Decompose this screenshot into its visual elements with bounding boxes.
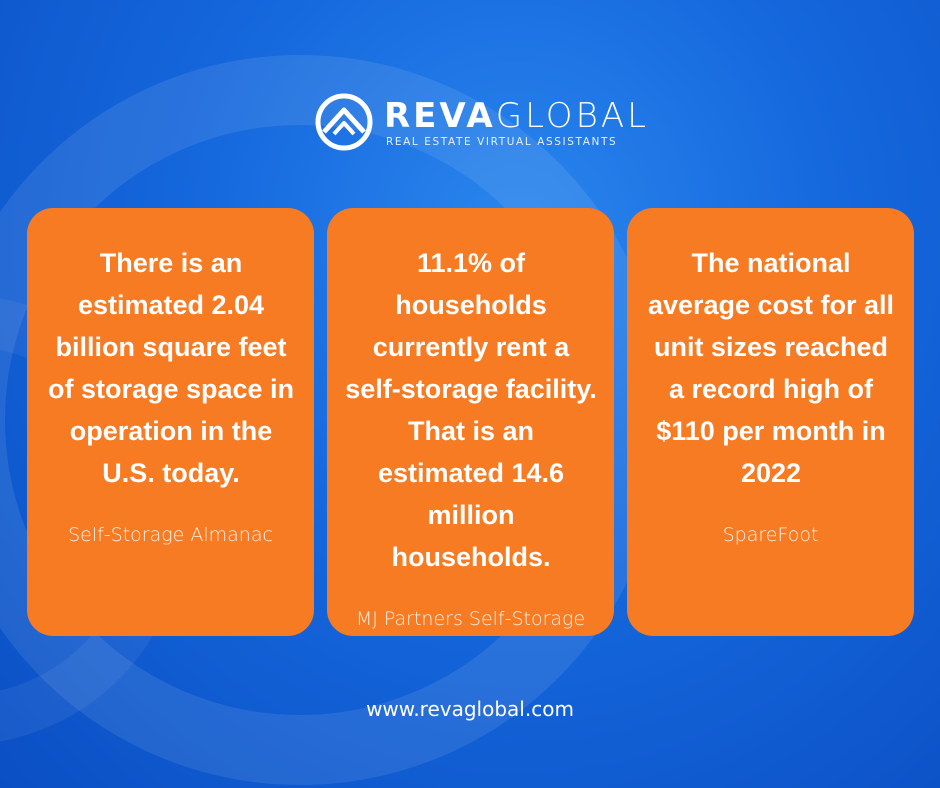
logo-icon [315,93,373,151]
website-url: www.revaglobal.com [366,697,574,721]
brand-bold: REVA [384,96,496,136]
fact: 11.1% of households currently rent a sel… [345,248,597,572]
source: Self-Storage Almanac [68,524,273,546]
logo: REVAGLOBAL REAL ESTATE VIRTUAL ASSISTANT… [312,92,646,152]
fact: The national average cost for all unit s… [647,248,895,488]
source: MJ Partners Self-Storage [355,608,586,630]
stat-card: The national average cost for all unit s… [627,208,914,636]
tagline: REAL ESTATE VIRTUAL ASSISTANTS [386,136,618,148]
stat-card: There is an estimated 2.04 billion squar… [27,208,314,636]
source: SpareFoot [722,524,819,546]
stat-card: 11.1% of households currently rent a sel… [327,208,614,636]
brand-light: GLOBAL [495,96,650,136]
fact: There is an estimated 2.04 billion squar… [47,248,295,488]
brand-name: REVAGLOBAL [384,96,649,136]
